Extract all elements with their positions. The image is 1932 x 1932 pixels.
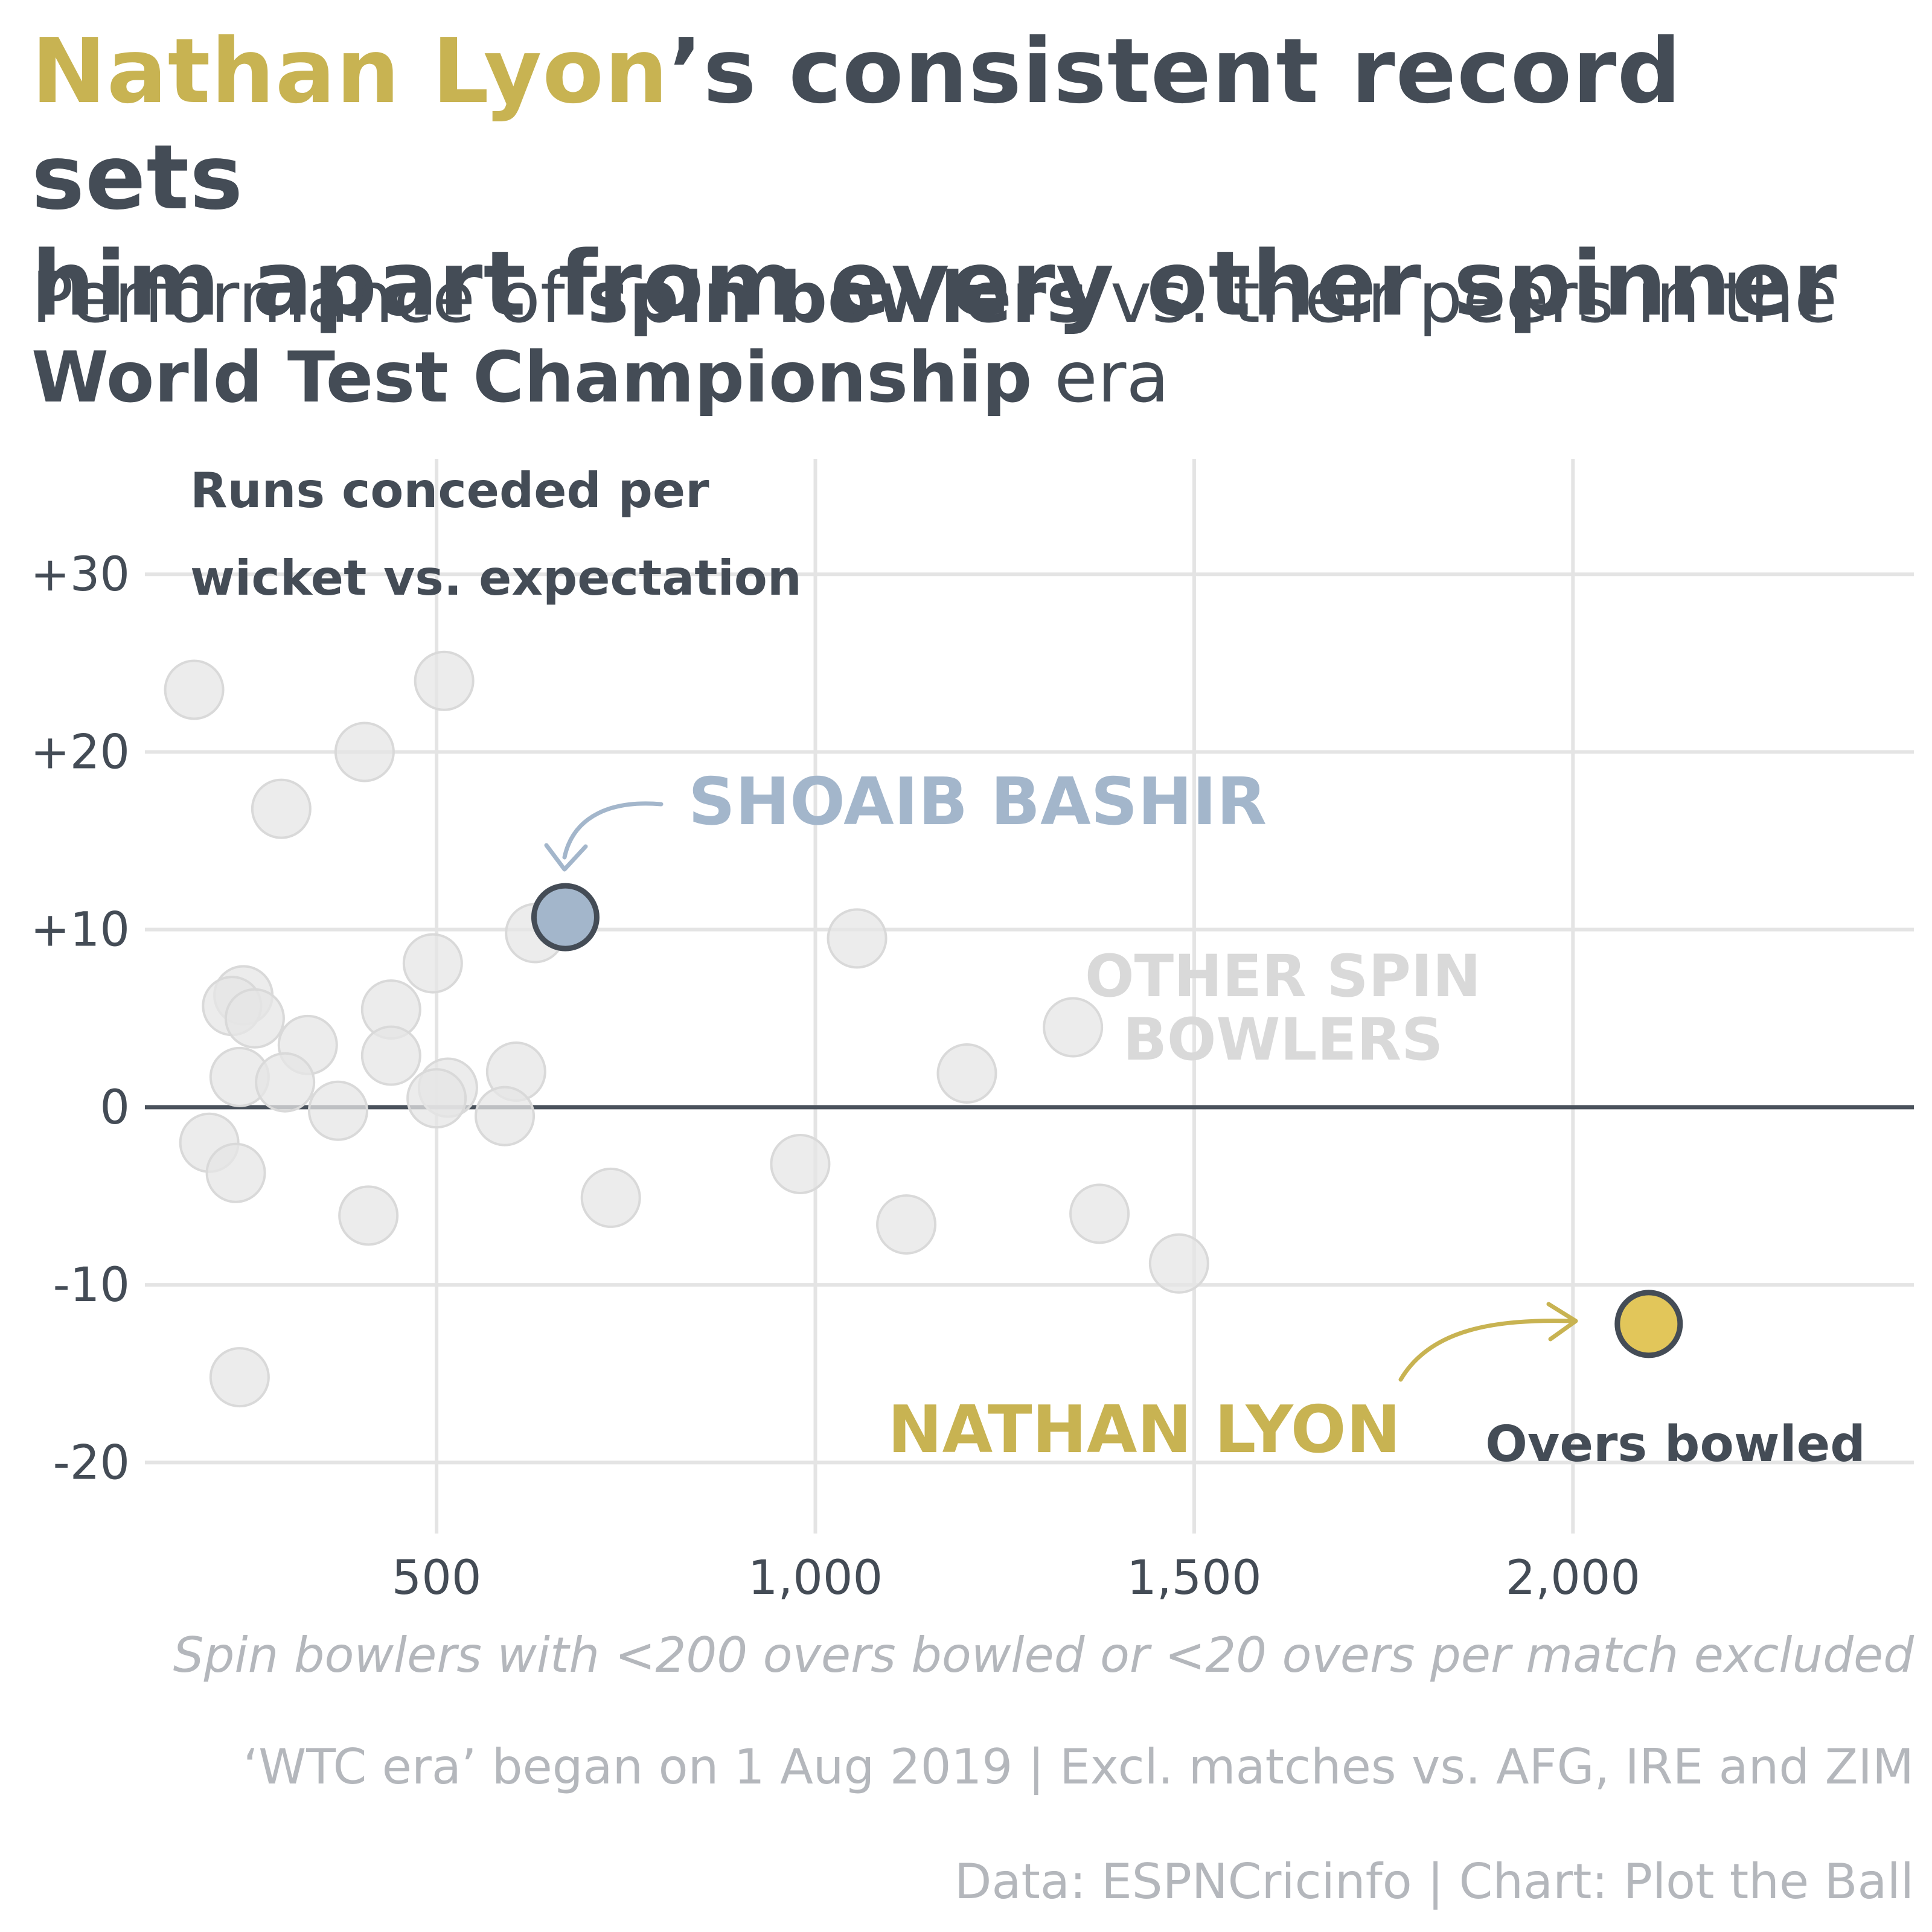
lyon-point bbox=[1614, 1290, 1683, 1358]
y-axis-label-line1: Runs conceded per bbox=[190, 462, 709, 519]
other-bowler-point bbox=[334, 721, 395, 782]
bashir-label: SHOAIB BASHIR bbox=[688, 764, 1267, 840]
other-bowler-point bbox=[1043, 997, 1104, 1058]
footer-era-note: ‘WTC era’ began on 1 Aug 2019 | Excl. ma… bbox=[243, 1739, 1914, 1795]
other-bowler-point bbox=[1148, 1233, 1209, 1294]
other-bowler-point bbox=[205, 1142, 266, 1203]
other-bowler-point bbox=[1069, 1183, 1130, 1244]
title-highlight-name: Nathan Lyon bbox=[31, 19, 669, 123]
subtitle-part2: vs. their peers in the bbox=[1088, 257, 1838, 339]
other-bowler-point bbox=[770, 1134, 831, 1195]
other-bowler-point bbox=[209, 1347, 270, 1408]
bashir-point bbox=[531, 883, 600, 952]
other-bowler-point bbox=[876, 1194, 937, 1255]
other-bowlers-label-line2: BOWLERS bbox=[1123, 1006, 1443, 1073]
lyon-label: NATHAN LYON bbox=[888, 1392, 1401, 1468]
other-bowler-point bbox=[307, 1080, 368, 1141]
scatter-chart: 500 1,000 1,500 2,000 -20 -10 0 +10 +20 +30 Runs c… bbox=[30, 459, 1914, 1605]
x-axis-label: Overs bowled bbox=[1485, 1416, 1866, 1473]
other-bowler-point bbox=[475, 1086, 536, 1147]
other-bowlers-label-line1: OTHER SPIN bbox=[1085, 942, 1481, 1010]
chart-subtitle: Performance of spin bowlers vs. their pe… bbox=[31, 258, 1915, 418]
x-tick-label: 2,000 bbox=[1506, 1551, 1640, 1605]
y-tick-label: -20 bbox=[53, 1436, 130, 1490]
y-tick-label: +30 bbox=[30, 548, 130, 602]
y-tick-label: +10 bbox=[30, 903, 130, 958]
title-text-line2: him apart from every other spinner bbox=[31, 232, 1838, 336]
other-bowler-point bbox=[164, 659, 225, 720]
x-tick-label: 500 bbox=[392, 1551, 482, 1605]
other-bowler-point bbox=[827, 908, 888, 969]
subtitle-part1: Performance of bbox=[31, 257, 587, 339]
x-tick-label: 1,000 bbox=[748, 1551, 883, 1605]
other-bowler-point bbox=[360, 1025, 421, 1086]
title-text-line1: ’s consistent record sets bbox=[31, 19, 1682, 229]
footer-note: Spin bowlers with <200 overs bowled or <… bbox=[173, 1627, 1914, 1683]
bashir-arrow bbox=[562, 801, 664, 860]
other-bowlers-layer bbox=[164, 650, 1209, 1408]
other-bowler-point bbox=[936, 1043, 997, 1104]
other-bowler-point bbox=[580, 1167, 641, 1228]
y-tick-label: -10 bbox=[53, 1258, 130, 1313]
subtitle-bold2: World Test Championship bbox=[31, 337, 1032, 418]
lyon-arrow bbox=[1398, 1319, 1572, 1382]
bashir-arrowhead bbox=[544, 843, 588, 872]
highlight-layer: SHOAIB BASHIR NATHAN LYON bbox=[531, 764, 1683, 1468]
x-tick-label: 1,500 bbox=[1127, 1551, 1261, 1605]
other-bowler-point bbox=[406, 1068, 467, 1129]
other-bowler-point bbox=[255, 1052, 316, 1113]
grid-layer bbox=[145, 459, 1914, 1534]
subtitle-bold1: spin bowlers bbox=[587, 257, 1089, 339]
other-bowler-point bbox=[251, 778, 312, 839]
y-tick-label: 0 bbox=[100, 1081, 130, 1135]
other-bowler-point bbox=[338, 1185, 399, 1246]
lyon-arrowhead bbox=[1546, 1302, 1578, 1342]
other-bowler-point bbox=[224, 988, 285, 1049]
subtitle-part3: era bbox=[1032, 337, 1169, 418]
other-bowler-point bbox=[402, 933, 463, 994]
y-axis-label-line2: wicket vs. expectation bbox=[190, 550, 802, 606]
other-bowler-point bbox=[414, 650, 475, 711]
footer-source: Data: ESPNCricinfo | Chart: Plot the Bal… bbox=[954, 1854, 1914, 1910]
y-tick-label: +20 bbox=[30, 725, 130, 779]
chart-text-layer: 500 1,000 1,500 2,000 -20 -10 0 +10 +20 +30 Runs c… bbox=[30, 462, 1866, 1605]
chart-title: Nathan Lyon’s consistent record sets him … bbox=[31, 18, 1915, 337]
